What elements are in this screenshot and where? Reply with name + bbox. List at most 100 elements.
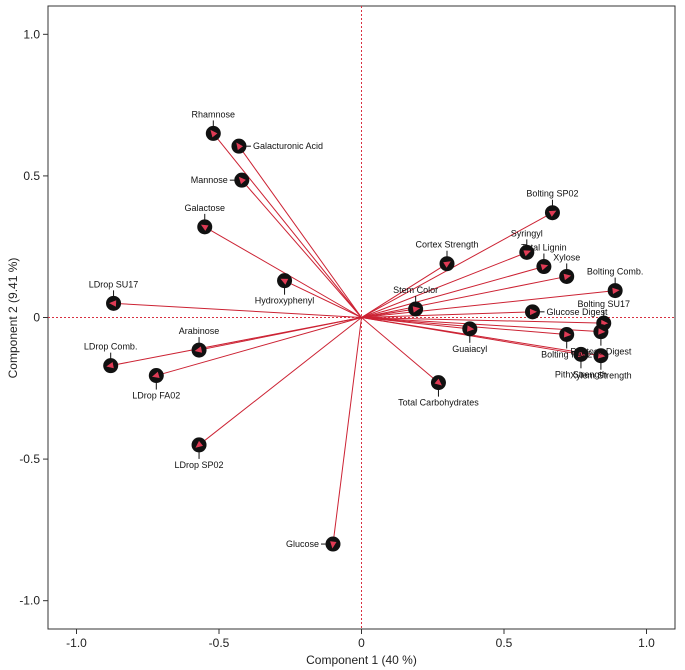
label-xylem-strength: Xylem Strength xyxy=(570,371,632,381)
point-pentose-digest xyxy=(593,324,609,340)
vector-mannose xyxy=(241,179,362,318)
label-pith-strength: Pith Strength xyxy=(555,369,607,379)
vector-rhamnose xyxy=(212,133,362,318)
arrowhead-stem-color xyxy=(412,306,421,313)
x-axis-ticks: -1.0 -0.5 0 0.5 1.0 xyxy=(66,629,655,650)
label-mannose: Mannose xyxy=(191,175,228,185)
point-galacturonic-acid xyxy=(231,138,247,154)
y-tick-label: 1.0 xyxy=(23,27,40,41)
point-arabinose xyxy=(191,342,207,358)
arrowhead-bolting-sp02 xyxy=(548,210,557,217)
label-total-lignin: Total Lignin xyxy=(521,243,567,253)
label-rhamnose: Rhamnose xyxy=(192,109,236,119)
arrowhead-mannose xyxy=(238,176,246,185)
y-tick-label: 0 xyxy=(33,311,40,325)
y-axis-title: Component 2 (9.41 %) xyxy=(6,258,20,379)
label-syringyl: Syringyl xyxy=(511,228,543,238)
arrowhead-total-lignin xyxy=(540,264,549,271)
x-tick-label: -0.5 xyxy=(209,636,230,650)
label-cortex-strength: Cortex Strength xyxy=(415,240,478,250)
x-tick-label: 1.0 xyxy=(638,636,655,650)
label-ldrop-fa02: LDrop FA02 xyxy=(132,391,180,401)
vector-pentose-digest xyxy=(361,317,601,333)
label-stem-color: Stem Color xyxy=(393,285,438,295)
vector-xylem-strength xyxy=(361,317,601,357)
label-xylose: Xylose xyxy=(553,252,580,262)
label-bolting-sp02: Bolting SP02 xyxy=(526,189,578,199)
label-galactose: Galactose xyxy=(184,203,225,213)
vector-total-lignin xyxy=(361,266,545,318)
label-total-carbohydrates: Total Carbohydrates xyxy=(398,398,479,408)
vector-syringyl xyxy=(361,251,527,318)
vector-bolting-su17 xyxy=(361,317,604,324)
vector-ldrop-sp02 xyxy=(198,317,362,446)
vector-total-carbohydrates xyxy=(361,317,439,384)
point-ldrop-fa02 xyxy=(148,368,164,384)
arrowhead-bolting-comb xyxy=(612,287,620,294)
arrowhead-rhamnose xyxy=(210,129,218,138)
point-glucose xyxy=(325,536,341,552)
vector-bolting-comb xyxy=(361,290,616,318)
point-ldrop-sp02 xyxy=(191,437,207,453)
arrowhead-xylose xyxy=(563,273,572,281)
loading-vectors xyxy=(110,133,616,545)
label-glucose: Glucose xyxy=(286,539,319,549)
label-pentose-digest: Pentose Digest xyxy=(570,347,632,357)
arrowhead-pith-strength xyxy=(578,350,586,358)
point-galactose xyxy=(197,219,213,235)
point-guaiacyl xyxy=(462,321,478,337)
point-stem-color xyxy=(408,301,424,317)
vector-ldrop-comb xyxy=(110,317,362,367)
point-cortex-strength xyxy=(439,256,455,272)
arrowhead-glucose xyxy=(330,541,337,549)
x-tick-label: 0.5 xyxy=(496,636,513,650)
vector-galacturonic-acid xyxy=(238,145,362,318)
label-guaiacyl: Guaiacyl xyxy=(452,344,487,354)
point-total-carbohydrates xyxy=(430,375,446,391)
loading-markers xyxy=(103,125,623,552)
arrowhead-glucose-digest xyxy=(529,308,537,316)
point-bolting-fa02 xyxy=(559,326,575,342)
y-axis-ticks: 1.0 0.5 0 -0.5 -1.0 xyxy=(19,27,48,608)
vector-bolting-sp02 xyxy=(361,212,553,318)
arrowhead-ldrop-sp02 xyxy=(195,440,203,448)
vector-hydroxyphenyl xyxy=(284,280,362,318)
arrowhead-galacturonic-acid xyxy=(236,142,243,151)
arrowhead-pentose-digest xyxy=(598,328,606,335)
point-glucose-digest xyxy=(525,304,540,320)
point-xylose xyxy=(559,268,575,284)
vector-glucose xyxy=(332,317,362,545)
x-tick-label: -1.0 xyxy=(66,636,87,650)
y-tick-label: -0.5 xyxy=(19,452,40,466)
label-glucose-digest: Glucose Digest xyxy=(547,307,609,317)
loading-labels: Rhamnose Galacturonic Acid Mannose Galactos… xyxy=(84,109,643,549)
x-axis-title: Component 1 (40 %) xyxy=(306,653,417,667)
point-syringyl xyxy=(519,244,535,260)
vector-ldrop-su17 xyxy=(113,302,362,318)
label-bolting-su17: Bolting SU17 xyxy=(577,299,630,309)
point-hydroxyphenyl xyxy=(277,273,293,289)
arrowhead-arabinose xyxy=(194,346,203,353)
arrowhead-guaiacyl xyxy=(467,325,475,332)
x-tick-label: 0 xyxy=(358,636,365,650)
point-bolting-sp02 xyxy=(544,205,560,221)
y-tick-label: -1.0 xyxy=(19,594,40,608)
label-bolting-fa02: Bolting FA02 xyxy=(541,349,592,359)
arrowhead-ldrop-fa02 xyxy=(152,371,160,378)
arrowhead-total-carbohydrates xyxy=(434,378,442,386)
point-bolting-comb xyxy=(607,283,623,299)
vector-glucose-digest xyxy=(361,311,533,318)
vector-xylose xyxy=(361,275,567,318)
point-xylem-strength xyxy=(593,348,609,364)
label-galacturonic-acid: Galacturonic Acid xyxy=(253,141,323,151)
point-rhamnose xyxy=(205,125,221,141)
arrowhead-cortex-strength xyxy=(443,261,451,268)
arrowhead-bolting-fa02 xyxy=(563,331,572,338)
label-ldrop-sp02: LDrop SP02 xyxy=(175,460,224,470)
label-ldrop-su17: LDrop SU17 xyxy=(89,279,139,289)
arrowhead-xylem-strength xyxy=(597,352,606,359)
arrowhead-hydroxyphenyl xyxy=(280,278,289,285)
point-ldrop-su17 xyxy=(106,295,122,311)
point-ldrop-comb xyxy=(103,358,119,374)
